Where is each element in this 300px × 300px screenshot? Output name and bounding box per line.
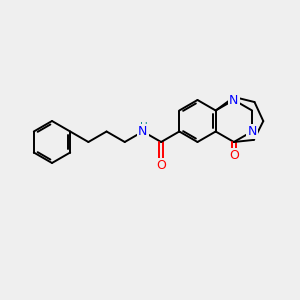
Text: H: H [140, 122, 148, 131]
Text: N: N [248, 125, 257, 138]
Text: O: O [229, 149, 239, 162]
Text: O: O [156, 159, 166, 172]
Text: N: N [229, 94, 239, 106]
Text: N: N [138, 125, 148, 138]
